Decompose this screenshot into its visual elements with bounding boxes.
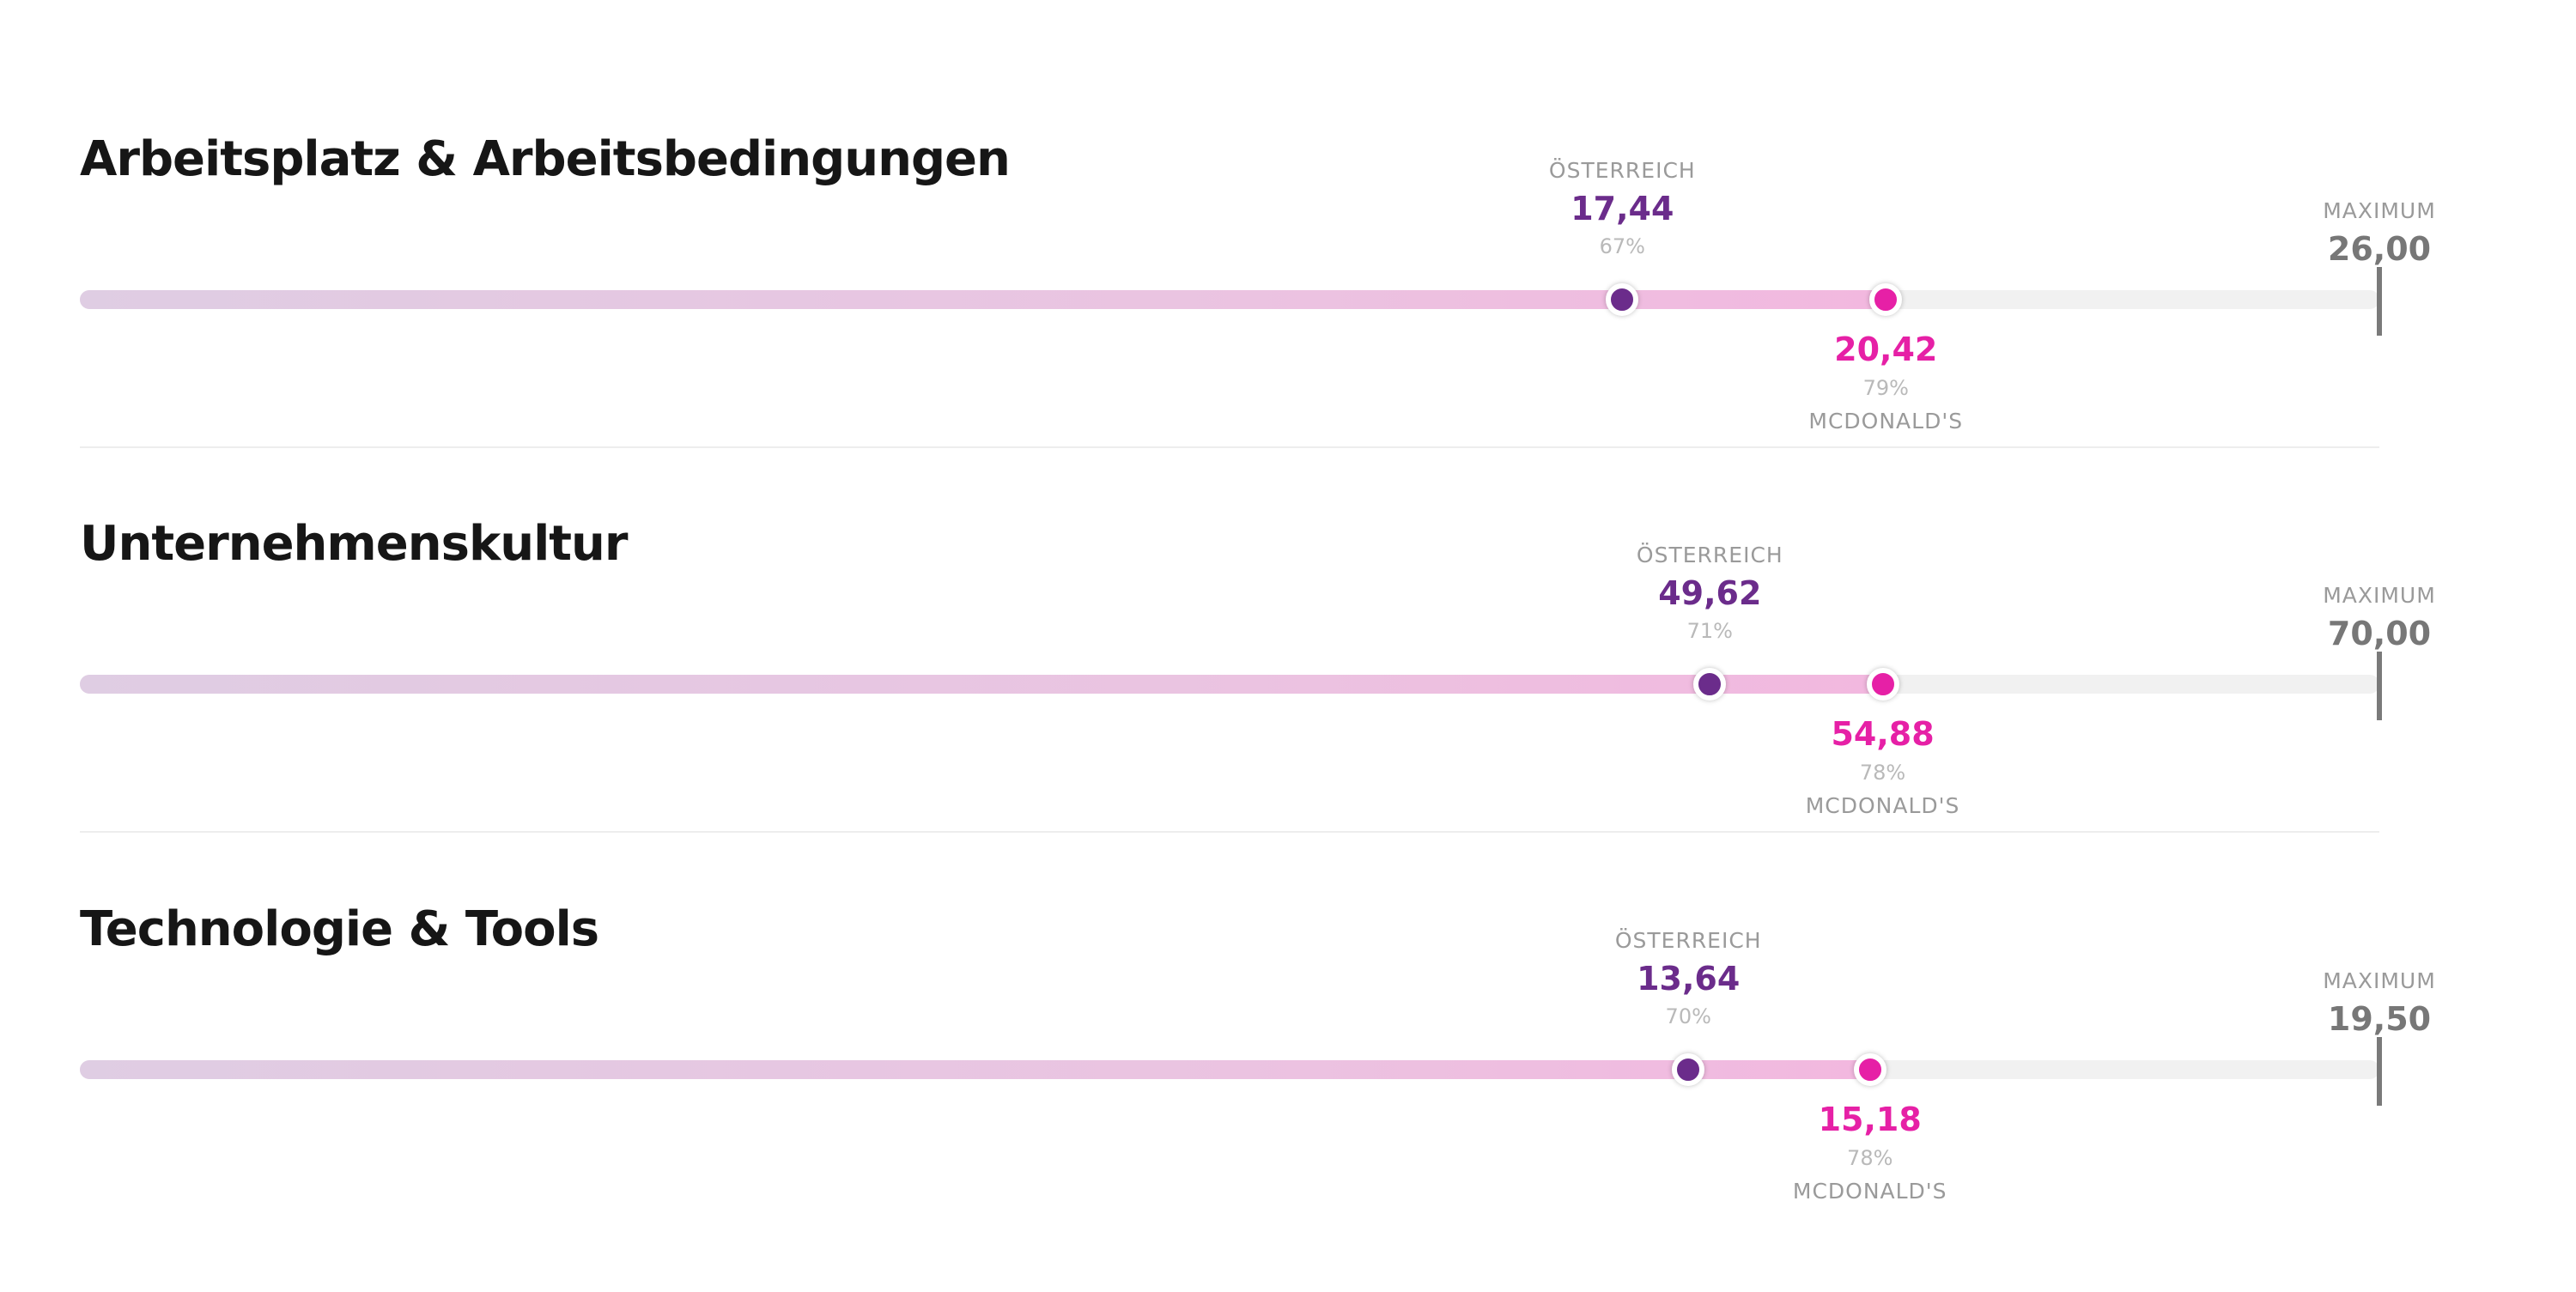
maximum-caption: MAXIMUM <box>2323 198 2436 223</box>
section-title: Arbeitsplatz & Arbeitsbedingungen <box>80 131 1011 187</box>
mcdonalds-value: 15,18 <box>1818 1101 1922 1138</box>
score-section-arbeitsplatz: Arbeitsplatz & Arbeitsbedingungen ÖSTERR… <box>80 131 2435 522</box>
mcdonalds-marker <box>1869 283 1903 316</box>
score-fill <box>80 675 1883 694</box>
maximum-tick <box>2377 1037 2382 1106</box>
section-divider <box>80 446 2379 448</box>
austria-caption: ÖSTERREICH <box>1636 543 1783 567</box>
mcdonalds-value: 54,88 <box>1831 715 1935 753</box>
austria-percent: 67% <box>1599 234 1645 258</box>
section-title: Unternehmenskultur <box>80 516 629 572</box>
maximum-caption: MAXIMUM <box>2323 583 2436 608</box>
maximum-tick <box>2377 267 2382 336</box>
mcdonalds-caption: MCDONALD'S <box>1805 793 1960 818</box>
austria-marker <box>1606 283 1639 316</box>
austria-percent: 70% <box>1665 1004 1711 1028</box>
austria-marker <box>1693 668 1727 701</box>
mcdonalds-percent: 78% <box>1859 761 1906 785</box>
mcdonalds-caption: MCDONALD'S <box>1808 409 1964 434</box>
austria-value: 17,44 <box>1571 190 1674 227</box>
austria-value: 49,62 <box>1658 574 1762 612</box>
maximum-value: 19,50 <box>2327 1000 2432 1038</box>
austria-caption: ÖSTERREICH <box>1548 158 1696 183</box>
score-fill <box>80 1060 1870 1079</box>
maximum-tick <box>2377 652 2382 720</box>
mcdonalds-marker <box>1866 668 1899 701</box>
score-fill <box>80 290 1886 309</box>
section-title: Technologie & Tools <box>80 901 599 957</box>
mcdonalds-caption: MCDONALD'S <box>1792 1179 1947 1204</box>
mcdonalds-value: 20,42 <box>1834 331 1938 368</box>
section-divider <box>80 831 2379 833</box>
maximum-caption: MAXIMUM <box>2323 968 2436 993</box>
score-section-unternehmenskultur: Unternehmenskultur ÖSTERREICH 49,62 71% … <box>80 516 2435 907</box>
austria-percent: 71% <box>1686 619 1733 643</box>
austria-value: 13,64 <box>1637 960 1741 998</box>
austria-marker <box>1672 1053 1705 1086</box>
maximum-value: 26,00 <box>2327 230 2432 268</box>
austria-caption: ÖSTERREICH <box>1614 928 1762 953</box>
score-section-technologie: Technologie & Tools ÖSTERREICH 13,64 70%… <box>80 901 2435 1292</box>
mcdonalds-marker <box>1853 1053 1886 1086</box>
maximum-value: 70,00 <box>2327 615 2432 652</box>
mcdonalds-percent: 78% <box>1847 1146 1893 1170</box>
mcdonalds-percent: 79% <box>1862 376 1909 400</box>
